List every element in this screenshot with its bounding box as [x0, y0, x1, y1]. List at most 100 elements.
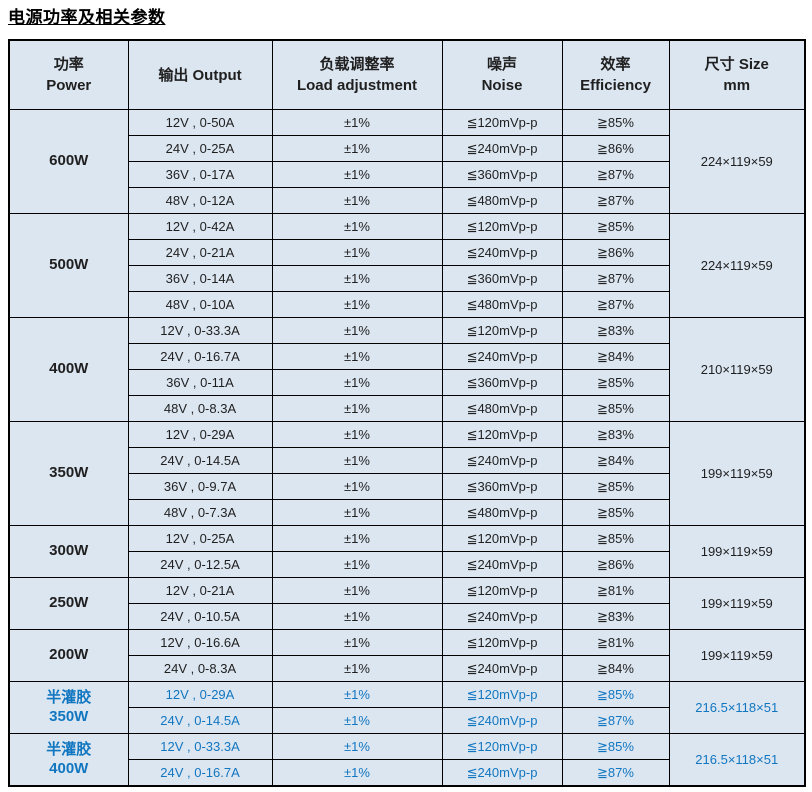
efficiency-cell: ≧87% [561, 707, 670, 734]
load-adjustment-cell: ±1% [271, 681, 443, 708]
noise-cell: ≦240mVp-p [441, 447, 563, 474]
col-header-noise-zh: 噪声 [486, 56, 517, 73]
spec-row: 48V , 0-12A ±1% ≦480mVp-p ≧87% [9, 187, 805, 214]
load-adjustment-cell: ±1% [271, 603, 443, 630]
output-cell: 48V , 0-8.3A [127, 395, 273, 422]
noise-cell: ≦480mVp-p [441, 291, 563, 318]
efficiency-cell: ≧85% [561, 109, 670, 136]
noise-cell: ≦240mVp-p [441, 603, 563, 630]
load-adjustment-cell: ±1% [271, 187, 443, 214]
noise-cell: ≦360mVp-p [441, 369, 563, 396]
noise-cell: ≦480mVp-p [441, 395, 563, 422]
spec-row: 24V , 0-14.5A ±1% ≦240mVp-p ≧87% [9, 707, 805, 734]
load-adjustment-cell: ±1% [271, 343, 443, 370]
load-adjustment-cell: ±1% [271, 655, 443, 682]
efficiency-cell: ≧87% [561, 759, 670, 787]
noise-cell: ≦480mVp-p [441, 187, 563, 214]
noise-cell: ≦120mVp-p [441, 317, 563, 344]
output-cell: 24V , 0-14.5A [127, 447, 273, 474]
noise-cell: ≦360mVp-p [441, 473, 563, 500]
col-header-power-zh: 功率 [53, 56, 84, 73]
size-cell: 199×119×59 [668, 525, 806, 578]
noise-cell: ≦120mVp-p [441, 577, 563, 604]
load-adjustment-cell: ±1% [271, 707, 443, 734]
noise-cell: ≦120mVp-p [441, 213, 563, 240]
efficiency-cell: ≧86% [561, 551, 670, 578]
output-cell: 24V , 0-21A [127, 239, 273, 266]
output-cell: 48V , 0-7.3A [127, 499, 273, 526]
efficiency-cell: ≧85% [561, 525, 670, 552]
power-cell: 600W [8, 109, 129, 214]
spec-row: 24V , 0-14.5A ±1% ≦240mVp-p ≧84% [9, 447, 805, 474]
load-adjustment-cell: ±1% [271, 109, 443, 136]
load-adjustment-cell: ±1% [271, 421, 443, 448]
load-adjustment-cell: ±1% [271, 577, 443, 604]
spec-row: 200W 12V , 0-16.6A ±1% ≦120mVp-p ≧81% 199×119… [8, 629, 806, 682]
spec-row: 300W 12V , 0-25A ±1% ≦120mVp-p ≧85% 199×119×5… [8, 525, 806, 578]
spec-row: 24V , 0-10.5A ±1% ≦240mVp-p ≧83% [9, 603, 805, 630]
output-cell: 24V , 0-14.5A [127, 707, 273, 734]
spec-row: 24V , 0-16.7A ±1% ≦240mVp-p ≧84% [9, 343, 805, 370]
efficiency-cell: ≧85% [561, 395, 670, 422]
size-cell: 216.5×118×51 [668, 733, 806, 787]
output-cell: 24V , 0-16.7A [127, 759, 273, 787]
efficiency-cell: ≧83% [561, 603, 670, 630]
load-adjustment-cell: ±1% [271, 551, 443, 578]
size-cell: 210×119×59 [668, 317, 806, 422]
spec-row: 24V , 0-16.7A ±1% ≦240mVp-p ≧87% [9, 759, 805, 787]
output-cell: 12V , 0-33.3A [127, 733, 273, 760]
load-adjustment-cell: ±1% [271, 317, 443, 344]
power-cell: 半灌胶 350W [8, 681, 129, 734]
load-adjustment-cell: ±1% [271, 499, 443, 526]
noise-cell: ≦120mVp-p [441, 525, 563, 552]
col-header-output-label: 输出 Output [158, 66, 242, 84]
size-cell: 199×119×59 [668, 629, 806, 682]
output-cell: 36V , 0-14A [127, 265, 273, 292]
output-cell: 24V , 0-10.5A [127, 603, 273, 630]
power-cell: 200W [8, 629, 129, 682]
output-cell: 36V , 0-9.7A [127, 473, 273, 500]
efficiency-cell: ≧85% [561, 681, 670, 708]
power-cell: 半灌胶 400W [8, 733, 129, 787]
size-cell: 224×119×59 [668, 213, 806, 318]
size-cell: 216.5×118×51 [668, 681, 806, 734]
spec-row: 48V , 0-10A ±1% ≦480mVp-p ≧87% [9, 291, 805, 318]
load-adjustment-cell: ±1% [271, 369, 443, 396]
noise-cell: ≦240mVp-p [441, 239, 563, 266]
col-header-efficiency: 效率 Efficiency [561, 39, 670, 110]
noise-cell: ≦240mVp-p [441, 343, 563, 370]
power-cell: 250W [8, 577, 129, 630]
power-cell: 400W [8, 317, 129, 422]
spec-row: 48V , 0-7.3A ±1% ≦480mVp-p ≧85% [9, 499, 805, 526]
noise-cell: ≦120mVp-p [441, 421, 563, 448]
spec-row: 600W 12V , 0-50A ±1% ≦120mVp-p ≧85% 224×119×5… [8, 109, 806, 214]
efficiency-cell: ≧87% [561, 291, 670, 318]
efficiency-cell: ≧84% [561, 447, 670, 474]
efficiency-cell: ≧84% [561, 343, 670, 370]
col-header-power: 功率 Power [8, 39, 129, 110]
load-adjustment-cell: ±1% [271, 395, 443, 422]
output-cell: 12V , 0-29A [127, 421, 273, 448]
noise-cell: ≦120mVp-p [441, 109, 563, 136]
noise-cell: ≦360mVp-p [441, 161, 563, 188]
noise-cell: ≦240mVp-p [441, 551, 563, 578]
spec-row: 半灌胶 350W 12V , 0-29A ±1% ≦120mVp-p ≧85% 216.5×… [8, 681, 806, 734]
output-cell: 48V , 0-10A [127, 291, 273, 318]
output-cell: 12V , 0-21A [127, 577, 273, 604]
col-header-size: 尺寸 Size mm [668, 39, 806, 110]
efficiency-cell: ≧85% [561, 473, 670, 500]
col-header-output: 输出 Output [127, 39, 273, 110]
output-cell: 12V , 0-42A [127, 213, 273, 240]
col-header-noise: 噪声 Noise [441, 39, 563, 110]
efficiency-cell: ≧85% [561, 499, 670, 526]
efficiency-cell: ≧83% [561, 421, 670, 448]
load-adjustment-cell: ±1% [271, 733, 443, 760]
power-cell: 350W [8, 421, 129, 526]
efficiency-cell: ≧86% [561, 239, 670, 266]
load-adjustment-cell: ±1% [271, 239, 443, 266]
col-header-noise-en: Noise [481, 77, 523, 94]
efficiency-cell: ≧86% [561, 135, 670, 162]
output-cell: 24V , 0-8.3A [127, 655, 273, 682]
load-adjustment-cell: ±1% [271, 213, 443, 240]
